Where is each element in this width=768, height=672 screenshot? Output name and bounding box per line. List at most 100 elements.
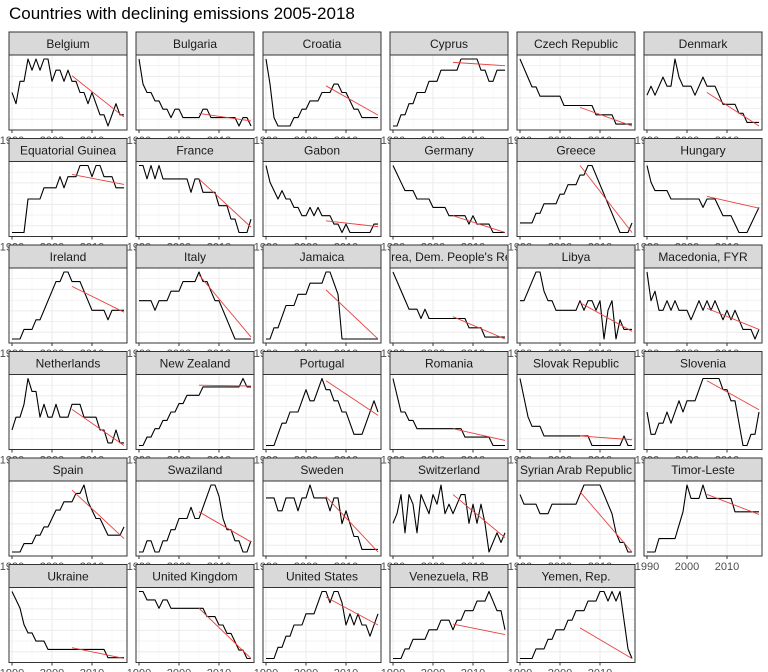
facet-label: Netherlands — [36, 357, 101, 371]
facet-panel: Timor-Leste 1990 2000 2010 — [635, 457, 763, 573]
panel-border — [643, 267, 763, 344]
trend-line — [71, 285, 125, 313]
trend-line — [325, 220, 379, 228]
panel-border — [135, 374, 255, 450]
x-tick-label: 2010 — [334, 668, 358, 672]
series-line — [11, 591, 124, 659]
trend-line — [198, 178, 252, 228]
series-line — [266, 271, 378, 340]
x-tick-label: 2000 — [167, 668, 191, 672]
trend-line — [198, 112, 252, 122]
facet-panel: Gabon199020002010 — [254, 138, 382, 254]
facet-panel: Czech Republic199020002010 — [508, 31, 636, 147]
trend-line — [325, 496, 379, 553]
facet-panel: Slovenia199020002010 — [635, 351, 763, 467]
plot-background — [136, 268, 254, 343]
facet-label: Germany — [424, 144, 473, 158]
facet-label: Ukraine — [47, 570, 89, 584]
panel-border — [8, 587, 128, 663]
facet-panel: Denmark199020002010 — [635, 31, 763, 147]
plot-background — [390, 587, 508, 663]
facet-label: Slovak Republic — [533, 357, 619, 371]
facet-label: Slovenia — [680, 357, 726, 371]
facet-label: Yemen, Rep. — [542, 570, 611, 584]
facet-panel: Venezuela, RB 1990 2000 2010 — [381, 564, 509, 672]
facet-panel: Bulgaria199020002010 — [127, 31, 255, 147]
facet-panel: Jamaica199020002010 — [254, 244, 382, 360]
panel-border — [8, 161, 128, 237]
plot-background — [263, 268, 381, 343]
series-line — [520, 164, 633, 234]
panel-border — [135, 54, 255, 131]
panel-border — [8, 480, 128, 557]
trend-line — [706, 196, 760, 209]
facet-panel: Spain199020002010 — [0, 457, 128, 573]
plot-background — [644, 161, 762, 237]
panel-border — [516, 161, 636, 237]
series-line — [139, 377, 251, 447]
trend-line — [71, 489, 125, 539]
plot-background — [644, 55, 762, 130]
series-line — [519, 484, 632, 553]
panel-border — [389, 374, 509, 450]
plot-background — [644, 481, 762, 556]
x-tick-label: 2010 — [80, 668, 104, 672]
trend-line — [452, 494, 506, 538]
facet-panel: Croatia199020002010 — [254, 31, 382, 147]
panel-border — [389, 480, 509, 557]
facet-panel: Yemen, Rep. 1990 2000 2010 — [508, 564, 636, 672]
x-tick-label: 1990 — [635, 561, 659, 573]
trend-line — [325, 85, 379, 116]
plot-background — [9, 55, 127, 130]
series-line — [393, 58, 505, 127]
series-line — [520, 590, 633, 660]
facet-panel: Macedonia, FYR199020002010 — [635, 244, 763, 360]
plot-background — [9, 481, 127, 556]
panel-border — [262, 587, 382, 663]
facet-label: Greece — [556, 144, 596, 158]
panel-border — [135, 267, 255, 344]
x-tick-label: 2000 — [548, 668, 572, 672]
series-line — [520, 271, 632, 340]
panel-border — [262, 54, 382, 131]
x-tick-label: 1990 — [127, 668, 151, 672]
facet-label: Croatia — [303, 37, 342, 51]
facet-panel: United States 1990 2000 2010 — [254, 564, 382, 672]
plot-background — [263, 481, 381, 556]
series-line — [392, 484, 506, 553]
panel-border — [516, 54, 636, 131]
trend-line — [452, 61, 506, 67]
panel-border — [389, 587, 509, 663]
x-tick-label: 1990 — [254, 668, 278, 672]
x-tick-label: 2010 — [715, 561, 739, 573]
series-line — [647, 484, 759, 553]
facet-label: New Zealand — [160, 357, 231, 371]
facet-label: Gabon — [304, 144, 340, 158]
facet-label: Timor-Leste — [671, 463, 735, 477]
facet-panel: Syrian Arab Republic199020002010 — [508, 457, 636, 573]
plot-background — [9, 587, 127, 663]
facet-label: Macedonia, FYR — [658, 250, 748, 264]
panel-border — [516, 480, 636, 557]
panel-border — [389, 161, 509, 237]
panel-border — [135, 161, 255, 237]
plot-background — [517, 481, 635, 556]
panel-border — [262, 161, 382, 237]
trend-line — [579, 435, 633, 441]
facet-label: Jamaica — [300, 250, 345, 264]
x-tick-label: 2000 — [421, 668, 445, 672]
panel-border — [389, 267, 509, 344]
facet-label: United States — [286, 570, 358, 584]
facet-label: Czech Republic — [534, 37, 618, 51]
facet-panel: Swaziland199020002010 — [127, 457, 255, 573]
facet-panel: Libya199020002010 — [508, 244, 636, 360]
trend-line — [71, 174, 125, 185]
plot-background — [390, 55, 508, 130]
plot-background — [136, 587, 254, 663]
trend-line — [325, 380, 379, 416]
facet-label: Venezuela, RB — [409, 570, 488, 584]
x-tick-label: 1990 — [0, 668, 24, 672]
series-line — [139, 590, 251, 660]
facet-panel: Italy199020002010 — [127, 244, 255, 360]
series-line — [266, 590, 379, 660]
